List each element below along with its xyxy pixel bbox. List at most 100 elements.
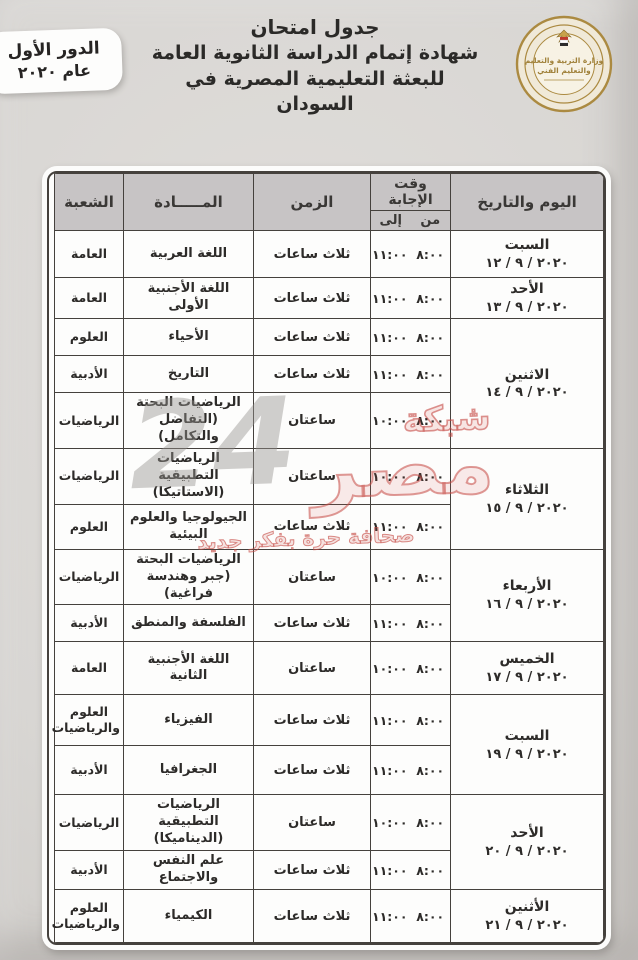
duration-cell: ثلاث ساعات	[252, 604, 371, 643]
table-row: السبت ٢٠٢٠ / ٩ / ١٩ ٨:٠٠ ١١:٠٠ ثلاث ساعات الف…	[52, 694, 604, 796]
day-date-cell: الثلاثاء ٢٠٢٠ / ٩ / ١٥	[450, 448, 604, 550]
day-name: الأثنين	[504, 898, 550, 915]
day-date-cell: الخميس ٢٠٢٠ / ٩ / ١٧	[450, 641, 604, 696]
branch-cell: الرياضيات	[53, 392, 124, 450]
schedule-table-header: اليوم والتاريخ وقت الإجابة الزمن المــــ…	[53, 173, 604, 231]
duration-cell: ساعتان	[252, 448, 371, 505]
duration-cell: ساعتان	[252, 392, 371, 450]
branch-cell: العامة	[53, 641, 124, 696]
svg-text:MINISTRY OF EDUCATION AND TECH: MINISTRY OF EDUCATION AND TECHNICAL EDUC…	[514, 14, 518, 16]
subject-cell: الرياضيات التطبيقية (الديناميكا)	[122, 794, 254, 852]
day-date-cell: الأحد ٢٠٢٠ / ٩ / ١٣	[450, 276, 604, 320]
time-to-cell: ١١:٠٠	[369, 604, 411, 643]
time-from-cell: ٨:٠٠	[410, 745, 451, 796]
subject-cell: اللغة العربية	[122, 230, 254, 278]
branch-cell: الأدبية	[53, 604, 124, 643]
branch-cell: العلوم	[53, 318, 124, 357]
header-branch: الشعبة	[53, 173, 124, 231]
header-from: من	[410, 210, 451, 231]
day-date: ٢٠٢٠ / ٩ / ١٦	[485, 597, 569, 613]
exam-year-label: عام ٢٠٢٠	[17, 60, 92, 82]
day-date: ٢٠٢٠ / ٩ / ١٣	[485, 299, 569, 315]
day-date: ٢٠٢٠ / ٩ / ١٥	[485, 500, 569, 516]
title-line-1: جدول امتحان	[250, 15, 380, 39]
branch-cell: الأدبية	[53, 745, 124, 796]
time-from-cell: ٨:٠٠	[410, 355, 451, 394]
table-row: الأثنين ٢٠٢٠ / ٩ / ٢١ ٨:٠٠ ١١:٠٠ ثلاث ساعات ا…	[52, 889, 604, 944]
branch-cell: العلوم	[53, 503, 124, 550]
time-to-cell: ١٠:٠٠	[369, 641, 411, 696]
time-to-cell: ١١:٠٠	[369, 230, 411, 278]
subject-cell: الرياضيات التطبيقية (الاستاتيكا)	[122, 448, 254, 505]
day-name: الأربعاء	[502, 578, 552, 595]
day-date: ٢٠٢٠ / ٩ / ١٢	[485, 255, 569, 271]
subject-cell: اللغة الأجنبية الأولى	[122, 276, 254, 320]
time-to-cell: ١٠:٠٠	[369, 392, 411, 450]
table-row: الأحد ٢٠٢٠ / ٩ / ٢٠ ٨:٠٠ ١٠:٠٠ ساعتان الرياضي…	[53, 794, 604, 891]
table-row: ٨:٠٠ ١١:٠٠ ثلاث ساعات الجيولوجيا والعلوم ال…	[53, 503, 603, 550]
header-to: إلى	[369, 210, 411, 231]
time-from-cell: ٨:٠٠	[410, 850, 451, 891]
time-from-cell: ٨:٠٠	[410, 548, 451, 606]
branch-cell: العلوم والرياضيات	[52, 694, 124, 747]
table-row: الأربعاء ٢٠٢٠ / ٩ / ١٦ ٨:٠٠ ١٠:٠٠ ساعتان الري…	[53, 548, 604, 643]
time-from-cell: ٨:٠٠	[410, 503, 451, 550]
time-to-cell: ١١:٠٠	[369, 355, 411, 394]
duration-cell: ثلاث ساعات	[252, 318, 371, 357]
header-duration: الزمن	[252, 173, 371, 231]
day-date-cell: السبت ٢٠٢٠ / ٩ / ١٢	[450, 230, 604, 278]
subject-cell: اللغة الأجنبية الثانية	[122, 641, 254, 696]
time-from-cell: ٨:٠٠	[410, 448, 451, 505]
time-from-cell: ٨:٠٠	[410, 694, 451, 747]
time-from-cell: ٨:٠٠	[410, 392, 451, 450]
subject-cell: الجغرافيا	[122, 745, 254, 796]
day-name: السبت	[504, 727, 550, 744]
table-row: السبت ٢٠٢٠ / ٩ / ١٢ ٨:٠٠ ١١:٠٠ ثلاث ساعات الل…	[53, 230, 604, 278]
day-date: ٢٠٢٠ / ٩ / ١٩	[485, 746, 569, 762]
time-to-cell: ١٠:٠٠	[369, 548, 411, 606]
table-row: الخميس ٢٠٢٠ / ٩ / ١٧ ٨:٠٠ ١٠:٠٠ ساعتان اللغة …	[53, 641, 604, 696]
day-date-cell: الأربعاء ٢٠٢٠ / ٩ / ١٦	[450, 548, 604, 643]
duration-cell: ثلاث ساعات	[252, 355, 371, 394]
header-day-date: اليوم والتاريخ	[450, 173, 604, 231]
schedule-table-wrap: اليوم والتاريخ وقت الإجابة الزمن المــــ…	[47, 171, 606, 946]
time-to-cell: ١١:٠٠	[369, 276, 411, 320]
branch-cell: العامة	[53, 230, 124, 278]
time-to-cell: ١٠:٠٠	[369, 794, 411, 852]
branch-cell: الرياضيات	[53, 448, 124, 505]
subject-cell: الجيولوجيا والعلوم البيئية	[122, 503, 254, 550]
time-from-cell: ٨:٠٠	[410, 230, 451, 278]
subject-cell: علم النفس والاجتماع	[122, 850, 254, 891]
day-name: الاثنين	[504, 366, 550, 383]
time-from-cell: ٨:٠٠	[410, 318, 451, 357]
svg-text:وزارة التربية والتعليم: وزارة التربية والتعليم	[525, 56, 604, 65]
day-name: الأحد	[510, 825, 544, 842]
branch-cell: الأدبية	[53, 355, 124, 394]
time-to-cell: ١١:٠٠	[369, 694, 411, 747]
title-line-3: للبعثة التعليمية المصرية في السودان	[185, 67, 445, 116]
table-row: ٨:٠٠ ١١:٠٠ ثلاث ساعات علم النفس والاجتماع ال…	[53, 850, 603, 891]
time-from-cell: ٨:٠٠	[410, 794, 451, 852]
subject-cell: الرياضيات البحتة (جبر وهندسة فراغية)	[122, 548, 254, 606]
schedule-card: اليوم والتاريخ وقت الإجابة الزمن المــــ…	[42, 166, 611, 951]
day-name: السبت	[504, 236, 550, 253]
branch-cell: العامة	[53, 276, 124, 320]
time-to-cell: ١٠:٠٠	[369, 448, 411, 505]
table-row: ٨:٠٠ ١١:٠٠ ثلاث ساعات الفلسفة والمنطق الأدبي…	[53, 604, 603, 643]
subject-cell: الرياضيات البحتة (التفاضل والتكامل)	[122, 392, 254, 450]
table-row: الاثنين ٢٠٢٠ / ٩ / ١٤ ٨:٠٠ ١١:٠٠ ثلاث ساعات ا…	[53, 318, 604, 450]
schedule-table: اليوم والتاريخ وقت الإجابة الزمن المــــ…	[52, 173, 604, 944]
duration-cell: ساعتان	[252, 548, 371, 606]
time-from-cell: ٨:٠٠	[410, 604, 451, 643]
branch-cell: الرياضيات	[53, 794, 124, 852]
document-title: جدول امتحان شهادة إتمام الدراسة الثانوية…	[150, 14, 480, 118]
day-date: ٢٠٢٠ / ٩ / ١٤	[485, 385, 569, 401]
subject-cell: التاريخ	[122, 355, 254, 394]
duration-cell: ساعتان	[252, 794, 371, 852]
day-date: ٢٠٢٠ / ٩ / ٢٠	[485, 843, 569, 859]
ministry-seal-icon: MINISTRY OF EDUCATION AND TECHNICAL EDUC…	[510, 8, 613, 113]
duration-cell: ثلاث ساعات	[252, 694, 371, 747]
title-line-2: شهادة إتمام الدراسة الثانوية العامة	[151, 42, 479, 64]
day-date: ٢٠٢٠ / ٩ / ٢١	[485, 917, 569, 933]
day-date-cell: الأحد ٢٠٢٠ / ٩ / ٢٠	[450, 794, 604, 891]
